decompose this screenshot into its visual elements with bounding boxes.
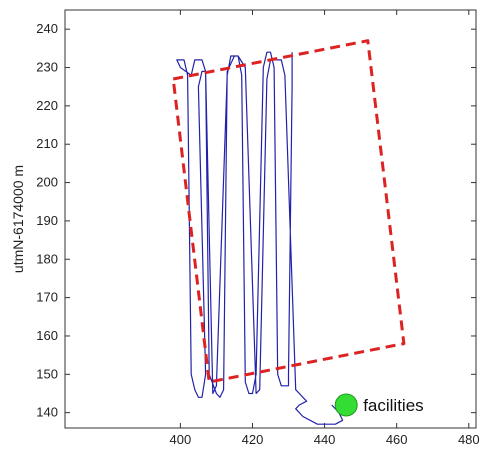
y-tick-label: 190 xyxy=(36,213,58,228)
facility-label: facilities xyxy=(363,396,423,415)
x-tick-label: 400 xyxy=(170,432,192,447)
y-tick-label: 200 xyxy=(36,175,58,190)
x-axis: 400 420 440 460 480 xyxy=(170,10,480,447)
y-tick-label: 170 xyxy=(36,290,58,305)
y-tick-label: 150 xyxy=(36,366,58,381)
x-tick-label: 480 xyxy=(458,432,480,447)
y-tick-label: 220 xyxy=(36,98,58,113)
y-axis: 140 150 160 170 180 190 200 210 220 230 240 xyxy=(36,21,476,420)
y-axis-label: utmN-6174000 m xyxy=(10,165,26,273)
facility-marker xyxy=(334,393,358,417)
y-tick-label: 210 xyxy=(36,136,58,151)
y-tick-label: 160 xyxy=(36,328,58,343)
y-tick-label: 240 xyxy=(36,21,58,36)
y-tick-label: 180 xyxy=(36,251,58,266)
y-tick-label: 140 xyxy=(36,405,58,420)
survey-boundary xyxy=(171,39,406,384)
y-tick-label: 230 xyxy=(36,60,58,75)
x-tick-label: 420 xyxy=(242,432,264,447)
x-tick-label: 460 xyxy=(386,432,408,447)
survey-track-line xyxy=(176,51,344,425)
series-layer xyxy=(171,39,406,425)
plot-area xyxy=(64,9,477,429)
x-tick-label: 440 xyxy=(314,432,336,447)
